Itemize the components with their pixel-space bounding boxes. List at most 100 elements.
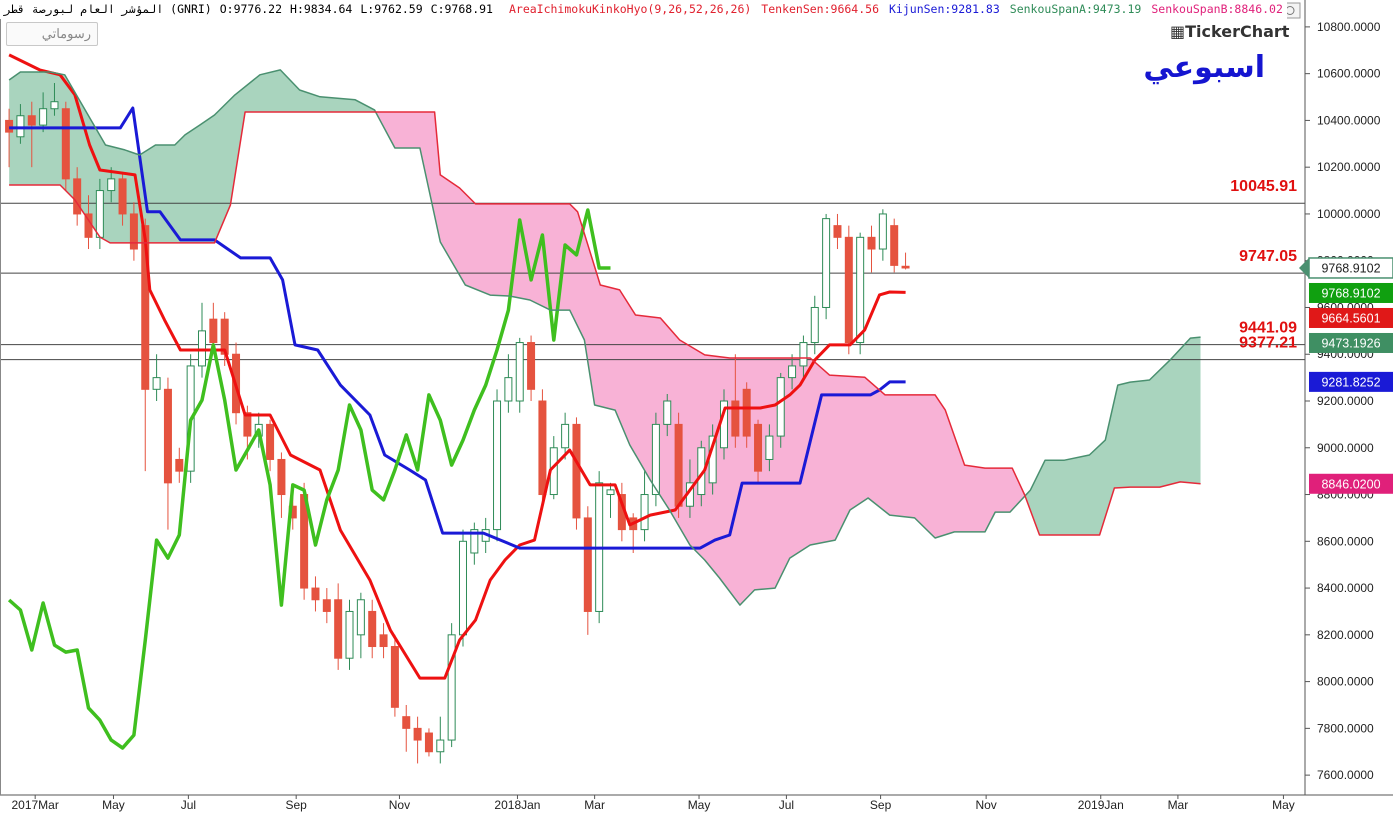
- candle-body: [16, 115, 25, 138]
- y-tick-label: 10400.0000: [1317, 113, 1381, 127]
- instrument-name: المؤشر العام لبورصة قطر (GNRI): [4, 2, 212, 16]
- candle-body: [73, 178, 82, 215]
- y-tick-label: 8200.0000: [1317, 628, 1374, 642]
- y-tick-label: 8000.0000: [1317, 675, 1374, 689]
- candle-body: [379, 634, 388, 648]
- candle-body: [856, 236, 865, 344]
- drawings-label: رسوماتي: [41, 26, 91, 41]
- candle-body: [867, 236, 876, 250]
- candle-body: [152, 377, 161, 390]
- level-label: 9747.05: [1239, 248, 1297, 265]
- period-label: اسبوعي: [1143, 50, 1265, 85]
- price-tag: [1309, 371, 1393, 392]
- candle-body: [538, 400, 547, 496]
- candle-body: [61, 108, 70, 180]
- candle-body: [833, 225, 842, 238]
- price-tag: [1309, 307, 1393, 328]
- ohlc-high: H:9834.64: [290, 2, 353, 16]
- y-tick-label: 10600.0000: [1317, 67, 1381, 81]
- candle-body: [175, 458, 184, 472]
- x-tick-label: May: [102, 798, 125, 812]
- x-tick-label: May: [1272, 798, 1295, 812]
- x-tick-label: 2017Mar: [11, 798, 58, 812]
- indicator-line: [8, 53, 906, 680]
- candle-body: [776, 377, 785, 437]
- indicator-label: SenkouSpanA:9473.19: [1009, 2, 1142, 16]
- candle-body: [765, 435, 774, 460]
- candle-body: [402, 716, 411, 729]
- candle-body: [368, 610, 377, 648]
- price-tag: [1309, 282, 1393, 303]
- price-tag-label: 9664.5601: [1321, 311, 1380, 325]
- y-tick-label: 10800.0000: [1317, 20, 1381, 34]
- candle-body: [118, 178, 127, 215]
- level-label: 10045.91: [1230, 178, 1297, 195]
- candle-body: [39, 108, 48, 126]
- x-tick-label: May: [688, 798, 711, 812]
- price-tag: [1309, 332, 1393, 353]
- x-tick-label: Nov: [389, 798, 410, 812]
- indicator-line: [8, 69, 1201, 606]
- candle-body: [799, 342, 808, 367]
- candle-body: [731, 400, 740, 437]
- candle-body: [754, 423, 763, 472]
- ohlc-open: O:9776.22: [219, 2, 283, 16]
- candle-body: [197, 330, 206, 367]
- candle-body: [277, 458, 286, 496]
- candle-body: [606, 489, 615, 496]
- price-tag-label: 9281.8252: [1321, 375, 1380, 389]
- x-tick-label: Mar: [584, 798, 605, 812]
- x-tick-label: Jul: [181, 798, 196, 812]
- candle-body: [470, 529, 479, 554]
- x-tick-label: 2019Jan: [1078, 798, 1124, 812]
- candle-body: [129, 213, 138, 250]
- y-tick-label: 7800.0000: [1317, 721, 1374, 735]
- price-tag-label: 9473.1926: [1321, 336, 1380, 350]
- candle-body: [527, 342, 536, 390]
- x-tick-label: Sep: [285, 798, 307, 812]
- logo-text: TickerChart: [1185, 22, 1290, 41]
- candle-body: [844, 236, 853, 344]
- drawings-button[interactable]: رسوماتي: [6, 22, 98, 46]
- price-tag-label: 9768.9102: [1321, 286, 1380, 300]
- axis-background: [1305, 0, 1393, 813]
- level-label: 9377.21: [1239, 335, 1297, 352]
- x-tick-label: Sep: [870, 798, 892, 812]
- candle-body: [356, 599, 365, 636]
- candle-body: [810, 306, 819, 344]
- candle-body: [674, 423, 683, 507]
- y-tick-label: 8600.0000: [1317, 534, 1374, 548]
- candle-body: [413, 727, 422, 741]
- indicator-label: AreaIchimokuKinkoHyo(9,26,52,26,26): [508, 2, 752, 16]
- candle-body: [515, 342, 524, 402]
- candle-body: [504, 377, 513, 402]
- candle-body: [107, 178, 116, 192]
- ohlc-low: L:9762.59: [360, 2, 423, 16]
- x-tick-label: 2018Jan: [494, 798, 540, 812]
- candle-body: [345, 610, 354, 659]
- indicator-label: KijunSen:9281.83: [889, 2, 1000, 16]
- indicator-list: AreaIchimokuKinkoHyo(9,26,52,26,26) Tenke…: [509, 0, 1283, 19]
- ohlc-close: C:9768.91: [430, 2, 493, 16]
- candle-body: [209, 318, 218, 344]
- candle-body: [878, 213, 887, 250]
- candle-body: [390, 646, 399, 708]
- level-label: 9441.09: [1239, 320, 1297, 337]
- price-tag: [1309, 473, 1393, 494]
- x-tick-label: Jul: [779, 798, 794, 812]
- indicator-label: TenkenSen:9664.56: [761, 2, 879, 16]
- logo: ▦TickerChart: [1170, 22, 1290, 41]
- candle-body: [424, 732, 433, 753]
- price-tag-label: 8846.0200: [1321, 477, 1380, 491]
- candle-body: [561, 423, 570, 449]
- candle-body: [27, 115, 36, 126]
- candle-body: [493, 400, 502, 531]
- candle-body: [663, 400, 672, 425]
- candle-body: [334, 599, 343, 659]
- cloud-bearish: [9, 112, 1201, 606]
- indicator-line: [7, 208, 611, 750]
- candle-body: [266, 423, 275, 460]
- candle-body: [640, 494, 649, 531]
- price-tag-arrow: [1299, 257, 1309, 278]
